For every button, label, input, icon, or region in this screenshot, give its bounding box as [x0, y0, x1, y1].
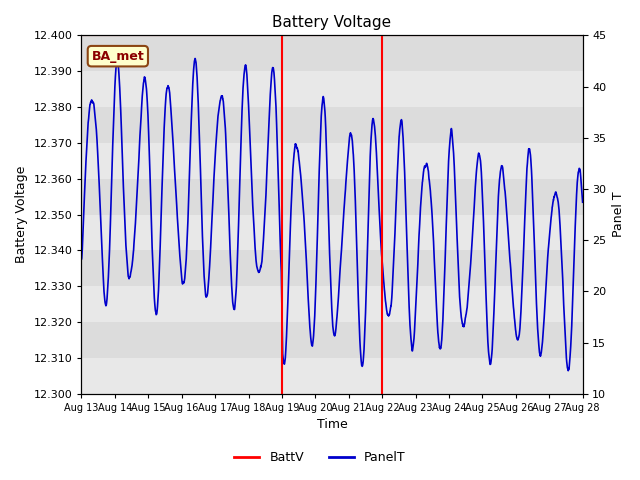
Y-axis label: Panel T: Panel T: [612, 192, 625, 238]
Bar: [81, 107, 582, 143]
Legend: BattV, PanelT: BattV, PanelT: [229, 446, 411, 469]
Bar: [81, 71, 582, 107]
Bar: [81, 215, 582, 251]
Text: BA_met: BA_met: [92, 49, 144, 63]
Bar: [81, 143, 582, 179]
Bar: [81, 286, 582, 322]
Bar: [81, 36, 582, 71]
Title: Battery Voltage: Battery Voltage: [273, 15, 392, 30]
Bar: [81, 179, 582, 215]
Y-axis label: Battery Voltage: Battery Voltage: [15, 166, 28, 263]
Bar: [81, 322, 582, 358]
Bar: [81, 251, 582, 286]
Bar: [81, 358, 582, 394]
X-axis label: Time: Time: [317, 419, 348, 432]
